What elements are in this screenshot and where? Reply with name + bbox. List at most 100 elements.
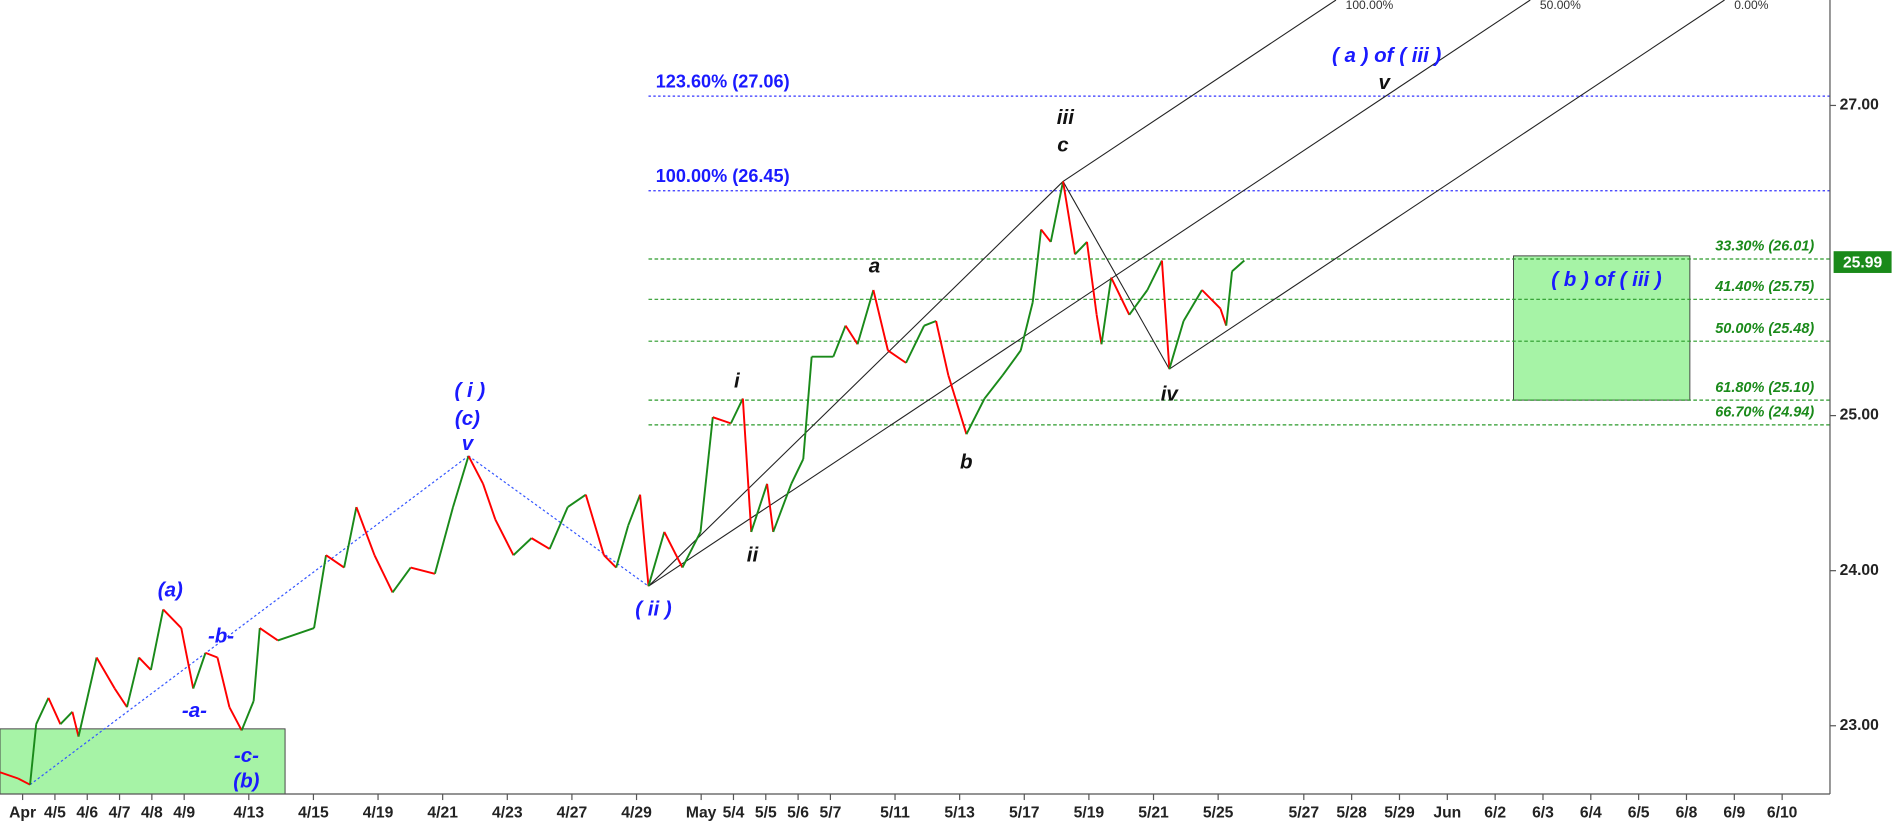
wave-label: -b-	[208, 624, 234, 647]
x-tick-label: 4/7	[109, 804, 131, 821]
wave-line	[468, 455, 649, 587]
y-tick-label: 24.00	[1840, 562, 1880, 579]
price-segment	[1201, 289, 1222, 310]
price-segment	[59, 711, 74, 725]
wave-label: v	[1379, 71, 1392, 94]
x-tick-label: 6/8	[1676, 804, 1698, 821]
x-tick-label: 5/7	[820, 804, 842, 821]
annotations: (a)-b--a--c-(b)( i )(c)v( ii )iiiabiiici…	[158, 44, 1662, 792]
price-segment	[216, 657, 231, 708]
price-segment	[149, 609, 165, 671]
price-segment	[790, 458, 805, 485]
x-tick-label: 5/27	[1289, 804, 1320, 821]
wave-label: c	[1057, 134, 1069, 157]
price-segment	[802, 356, 813, 460]
wave-label: -c-	[234, 744, 259, 767]
x-tick-label: 5/13	[944, 804, 975, 821]
x-tick-label: 4/27	[557, 804, 588, 821]
price-segment	[1062, 181, 1076, 255]
price-segment	[730, 398, 744, 424]
price-segment	[923, 320, 937, 327]
price-segment	[252, 627, 261, 702]
pitchfork-line	[1062, 0, 1337, 182]
price-segment	[965, 398, 986, 435]
level-label: 66.70% (24.94)	[1715, 405, 1814, 421]
pitchfork-line	[1169, 0, 1725, 370]
price-segment	[1219, 308, 1228, 326]
x-tick-label: 4/29	[621, 804, 652, 821]
pitchfork-line	[648, 181, 1064, 587]
wave-label: ( i )	[454, 379, 485, 402]
trend-lines: 100.00% 50.00% 0.00%	[29, 0, 1769, 786]
price-segment	[699, 417, 714, 533]
price-segment	[355, 506, 376, 556]
price-segment	[1095, 314, 1103, 345]
wave-label: ( b ) of ( iii )	[1551, 268, 1662, 291]
price-segment	[35, 697, 50, 725]
wave-label: iii	[1057, 106, 1075, 129]
price-segment	[1128, 289, 1149, 316]
wave-label: iv	[1161, 383, 1180, 406]
last-price-box	[1833, 251, 1892, 273]
x-tick-label: 4/23	[492, 804, 523, 821]
price-segment	[343, 506, 358, 568]
price-segment	[71, 711, 80, 737]
pitchfork-label: 0.00%	[1734, 0, 1768, 12]
price-segment	[584, 494, 605, 556]
levels: 123.60% (27.06) 100.00% (26.45) 33.30% (26…	[648, 72, 1830, 426]
price-segment	[772, 483, 793, 533]
level-label: 33.30% (26.01)	[1715, 239, 1814, 255]
price-segment	[452, 455, 470, 508]
price-segment	[512, 537, 533, 556]
last-price-label: 25.99	[1843, 254, 1883, 271]
price-segment	[277, 627, 315, 642]
x-tick-label: 5/25	[1203, 804, 1234, 821]
wave-label: ( a ) of ( iii )	[1332, 44, 1442, 67]
price-segment	[856, 289, 875, 345]
price-segment	[1086, 241, 1098, 315]
price-segment	[905, 325, 925, 364]
price-segment	[0, 771, 19, 780]
level-label: 123.60% (27.06)	[656, 72, 790, 92]
x-tick-label: 6/5	[1628, 804, 1650, 821]
y-tick-label: 25.00	[1840, 407, 1880, 424]
price-segment	[1225, 271, 1233, 326]
zone-box	[0, 728, 286, 795]
price-segment	[126, 657, 140, 708]
price-segment	[373, 554, 394, 593]
price-segment	[95, 657, 116, 690]
price-segment	[1110, 277, 1131, 316]
price-segment	[627, 494, 641, 527]
price-segment	[482, 483, 497, 520]
x-tick-label: 6/10	[1767, 804, 1798, 821]
price-segment	[1146, 260, 1163, 291]
price-segment	[313, 555, 327, 629]
zones	[0, 255, 1691, 795]
price-segment	[832, 325, 847, 358]
price-segment	[647, 531, 666, 587]
price-segment	[162, 608, 182, 629]
price-segment	[1040, 228, 1052, 243]
x-tick-label: 4/13	[234, 804, 265, 821]
price-segment	[1168, 320, 1185, 370]
price-segment	[681, 531, 702, 569]
x-tick-label: 4/19	[363, 804, 394, 821]
wave-label: (c)	[455, 407, 480, 430]
x-tick-label: 4/15	[298, 804, 329, 821]
x-tick-label: 4/9	[173, 804, 195, 821]
price-segment	[1031, 229, 1043, 303]
price-segment	[205, 651, 218, 659]
x-tick-label: 4/21	[427, 804, 458, 821]
price-segment	[750, 483, 768, 533]
level-label: 50.00% (25.48)	[1715, 321, 1814, 337]
x-tick-label: 6/3	[1532, 804, 1554, 821]
price-segment	[844, 325, 859, 345]
price-segment	[947, 375, 968, 435]
price-segment	[259, 627, 279, 642]
price-segment	[113, 688, 128, 708]
price-segment	[983, 374, 1004, 400]
price-segment	[1074, 241, 1088, 255]
x-tick-label: 5/4	[723, 804, 745, 821]
